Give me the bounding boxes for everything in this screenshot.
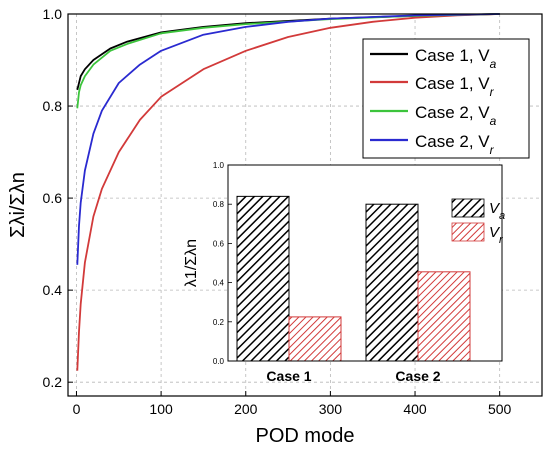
inset-y-axis-label: λ1/Σλn <box>183 239 200 287</box>
main-ticks: 0 100 200 300 400 500 0.2 0.4 0.6 0.8 1.0 <box>43 6 512 417</box>
main-x-tick-label: 0 <box>73 401 81 417</box>
bar-case1-va <box>236 195 290 362</box>
inset-y-tick-label: 0.6 <box>213 239 225 248</box>
main-series-group <box>76 13 500 371</box>
inset-legend-label-vr: Vr <box>489 224 504 246</box>
inset-y-tick-label: 0.8 <box>213 200 225 209</box>
inset-bar-chart: 0.0 0.2 0.4 0.6 0.8 1.0 Case 1 Case 2 λ1/Σλn Va… <box>183 161 505 384</box>
main-x-tick-label: 400 <box>403 401 427 417</box>
main-x-axis-label: POD mode <box>256 425 355 447</box>
inset-bars <box>236 195 471 362</box>
legend-entry-case2-vr: Case 2, Vr <box>370 132 495 157</box>
inset-legend-swatch-va <box>451 198 485 218</box>
inset-y-tick-label: 1.0 <box>213 161 225 170</box>
main-y-tick-label: 0.6 <box>43 190 63 206</box>
main-y-tick-label: 0.2 <box>43 374 63 390</box>
legend-label-case1-vr: Case 1, Vr <box>415 74 495 99</box>
inset-plot-frame <box>227 164 503 362</box>
inset-legend-label-va: Va <box>489 200 505 222</box>
bar-case2-va <box>365 203 419 362</box>
inset-y-tick-label: 0.2 <box>213 318 225 327</box>
inset-y-tick-label: 0.0 <box>213 357 225 366</box>
legend-entry-case1-va: Case 1, Va <box>370 46 497 71</box>
inset-category-label: Case 2 <box>395 368 440 384</box>
legend-label-case2-va: Case 2, Va <box>415 103 497 128</box>
main-line-chart: 0 100 200 300 400 500 0.2 0.4 0.6 0.8 1.0 POD mode… <box>7 6 543 447</box>
main-x-tick-label: 300 <box>319 401 343 417</box>
bar-case1-vr <box>288 316 342 362</box>
main-y-tick-label: 1.0 <box>43 6 63 22</box>
legend-entry-case2-va: Case 2, Va <box>370 103 497 128</box>
main-legend: Case 1, Va Case 1, Vr Case 2, Va Case 2,… <box>362 38 530 159</box>
legend-entry-case1-vr: Case 1, Vr <box>370 74 495 99</box>
inset-legend-swatch-vr <box>451 222 485 242</box>
inset-ticks: 0.0 0.2 0.4 0.6 0.8 1.0 Case 1 Case 2 <box>213 161 441 384</box>
main-x-tick-label: 100 <box>149 401 173 417</box>
legend-label-case1-va: Case 1, Va <box>415 46 497 71</box>
main-plot-frame <box>67 13 543 397</box>
legend-box <box>362 38 530 159</box>
main-y-axis-label: Σλi/Σλn <box>7 172 29 238</box>
inset-legend: Va Vr <box>451 198 505 246</box>
inset-y-tick-label: 0.4 <box>213 279 225 288</box>
main-y-tick-label: 0.8 <box>43 98 63 114</box>
bar-case2-vr <box>417 271 471 362</box>
series-case2-vr <box>76 13 500 265</box>
main-x-tick-label: 200 <box>234 401 258 417</box>
legend-label-case2-vr: Case 2, Vr <box>415 132 495 157</box>
main-x-tick-label: 500 <box>488 401 512 417</box>
main-y-tick-label: 0.4 <box>43 282 63 298</box>
series-case1-vr <box>76 13 500 371</box>
inset-category-label: Case 1 <box>266 368 311 384</box>
